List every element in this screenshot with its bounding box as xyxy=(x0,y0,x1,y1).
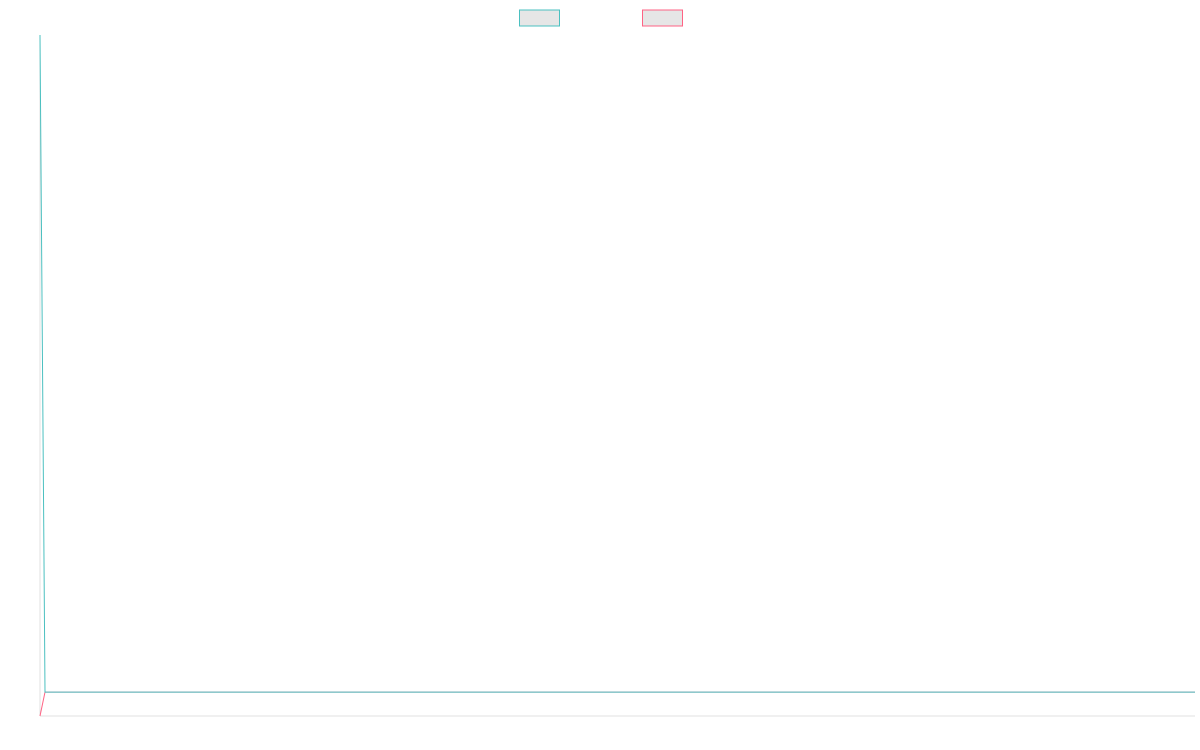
series-line xyxy=(39,691,1195,717)
legend-swatch xyxy=(519,9,560,27)
legend-swatch xyxy=(642,9,683,27)
series-line xyxy=(39,34,1195,693)
